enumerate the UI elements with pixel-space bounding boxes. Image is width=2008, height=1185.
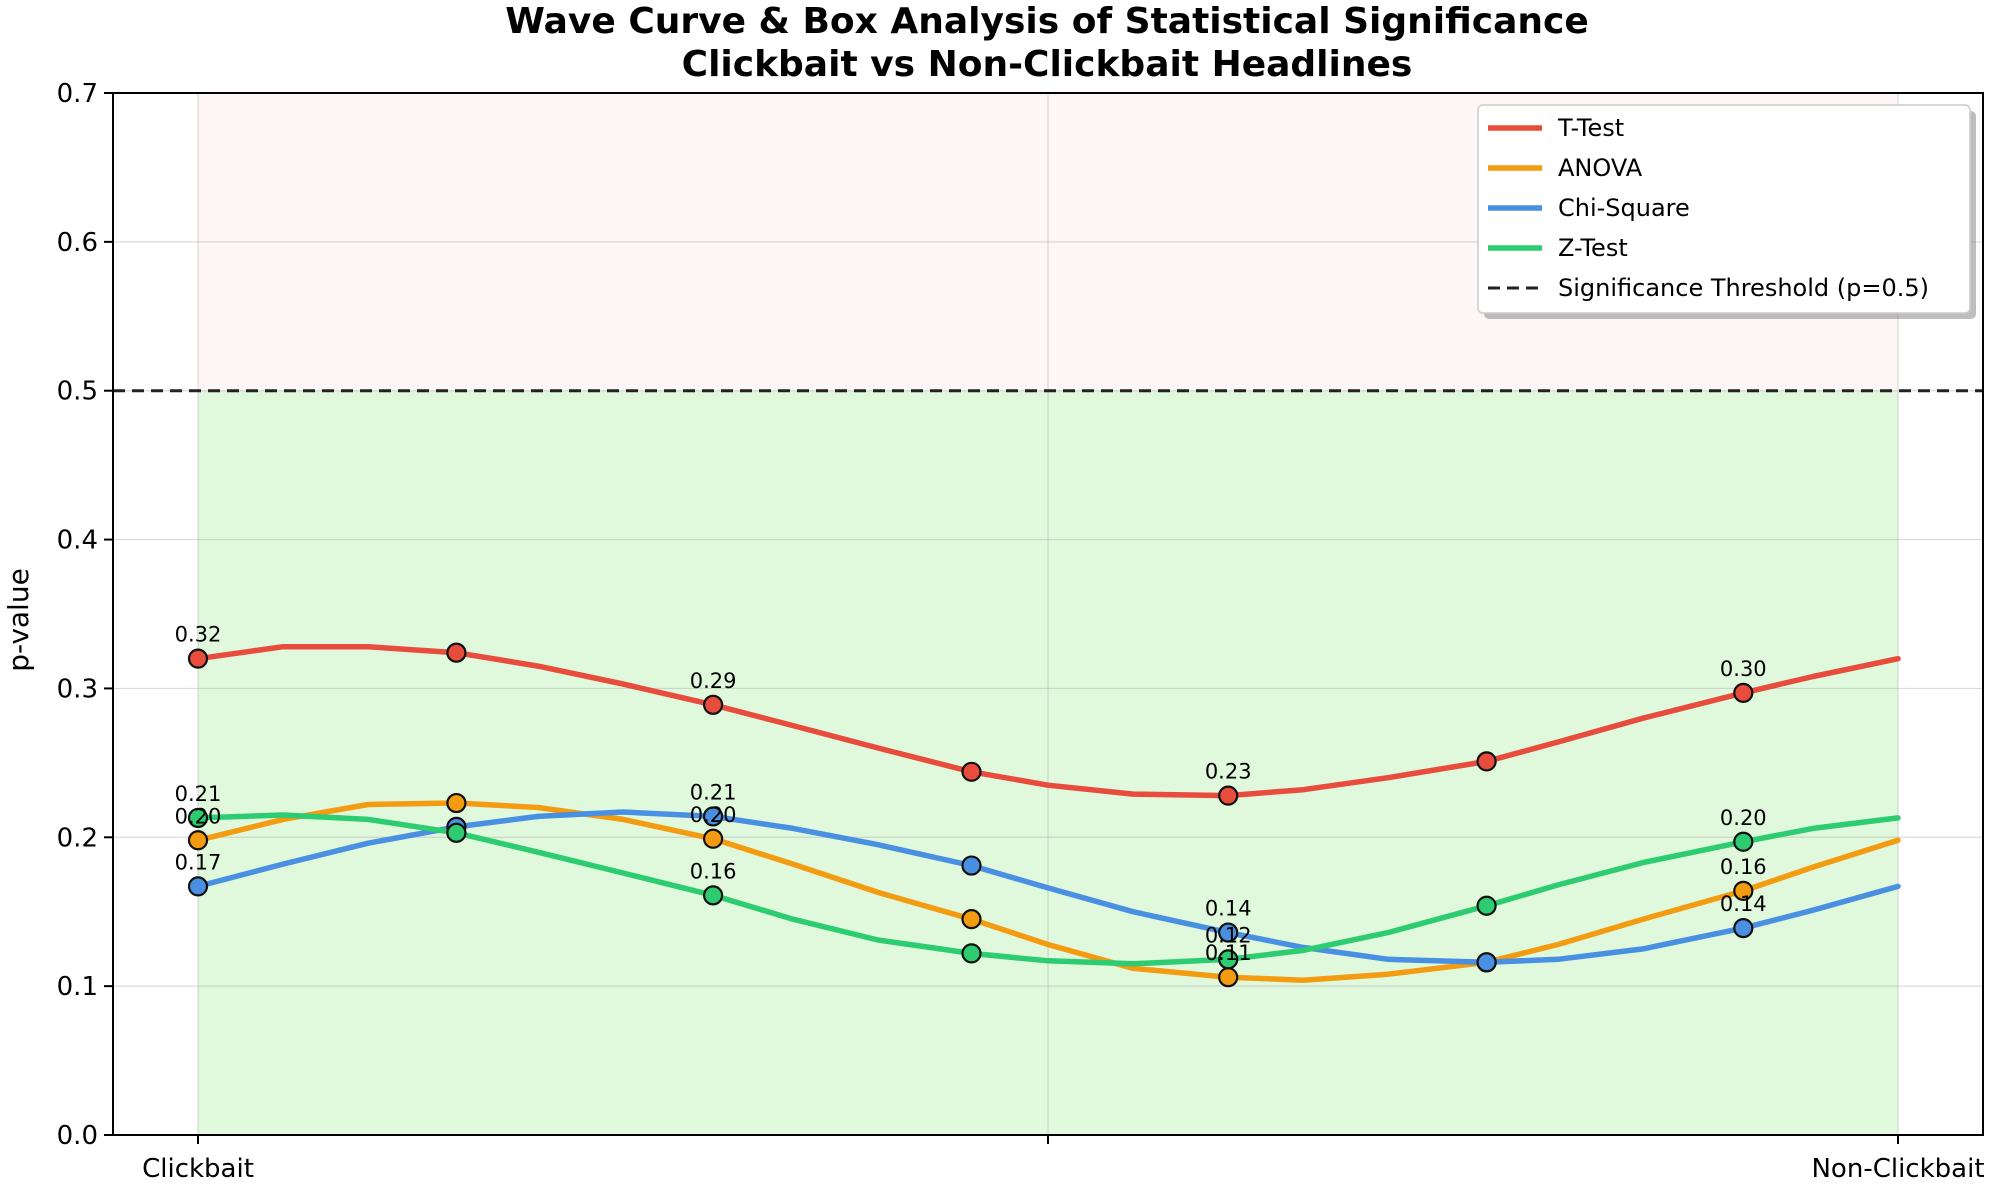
y-tick-label: 0.1: [57, 972, 98, 1002]
chart-title: Wave Curve & Box Analysis of Statistical…: [505, 1, 1589, 42]
data-point-anova: [446, 792, 467, 814]
point-label: 0.32: [175, 623, 222, 647]
data-point-chi-square: [1476, 952, 1497, 973]
point-label: 0.29: [690, 669, 737, 693]
point-label: 0.20: [175, 804, 222, 828]
legend-entry: T-Test: [1557, 114, 1624, 142]
point-label: 0.21: [690, 780, 737, 804]
data-point-z-test: [1218, 949, 1239, 970]
y-tick-label: 0.2: [57, 823, 98, 853]
point-label: 0.14: [1205, 897, 1252, 921]
legend-entry-threshold: Significance Threshold (p=0.5): [1558, 274, 1929, 302]
point-label: 0.21: [175, 782, 222, 806]
series-line-z-test: [195, 812, 1901, 967]
y-tick-label: 0.6: [57, 228, 98, 258]
region-significant: [198, 390, 1898, 1135]
data-point-chi-square: [187, 876, 209, 897]
data-point-z-test: [187, 807, 209, 829]
point-label: 0.11: [1205, 941, 1252, 965]
data-point-chi-square: [1733, 917, 1754, 939]
point-label: 0.16: [1720, 855, 1767, 879]
data-point-anova: [961, 909, 982, 930]
data-point-t-test: [961, 761, 982, 782]
data-point-t-test: [446, 642, 467, 663]
y-axis-label: p-value: [2, 568, 35, 672]
point-label: 0.14: [1720, 892, 1767, 916]
point-label: 0.30: [1720, 657, 1767, 681]
point-label: 0.20: [1720, 806, 1767, 830]
data-point-t-test: [1218, 785, 1239, 806]
legend-box: [1477, 104, 1971, 314]
point-label: 0.17: [175, 850, 222, 874]
data-point-anova: [1218, 967, 1239, 988]
y-tick-label: 0.0: [57, 1121, 98, 1151]
y-tick-label: 0.5: [57, 377, 98, 407]
data-point-t-test: [1733, 682, 1754, 703]
data-point-anova: [1733, 880, 1754, 901]
data-point-anova: [187, 830, 209, 851]
data-point-z-test: [1733, 831, 1754, 852]
y-tick-label: 0.3: [57, 674, 98, 704]
y-tick-label: 0.7: [57, 79, 98, 109]
data-point-z-test: [961, 943, 982, 964]
data-point-chi-square: [1218, 922, 1239, 943]
series-line-t-test: [195, 643, 1901, 799]
data-point-z-test: [446, 822, 467, 843]
data-point-z-test: [702, 885, 724, 906]
data-point-chi-square: [702, 806, 724, 827]
series-line-chi-square: [195, 809, 1901, 966]
point-label: 0.23: [1205, 760, 1252, 784]
point-label: 0.20: [690, 803, 737, 827]
point-label: 0.16: [690, 859, 737, 883]
series-line-anova: [195, 800, 1901, 983]
data-point-t-test: [702, 694, 724, 715]
x-tick-label: Clickbait: [142, 1154, 254, 1184]
chart-subtitle: Clickbait vs Non-Clickbait Headlines: [682, 44, 1413, 85]
legend-entry: Chi-Square: [1558, 194, 1690, 222]
point-label: 0.12: [1205, 923, 1252, 947]
data-point-z-test: [1476, 895, 1497, 916]
data-point-t-test: [1476, 751, 1497, 772]
data-point-t-test: [187, 648, 209, 669]
data-point-chi-square: [961, 855, 982, 876]
data-point-anova: [702, 828, 724, 849]
y-tick-label: 0.4: [57, 526, 98, 556]
legend-entry: Z-Test: [1558, 234, 1628, 262]
legend-entry: ANOVA: [1558, 154, 1643, 182]
x-tick-label: Non-Clickbait: [1811, 1154, 1984, 1184]
